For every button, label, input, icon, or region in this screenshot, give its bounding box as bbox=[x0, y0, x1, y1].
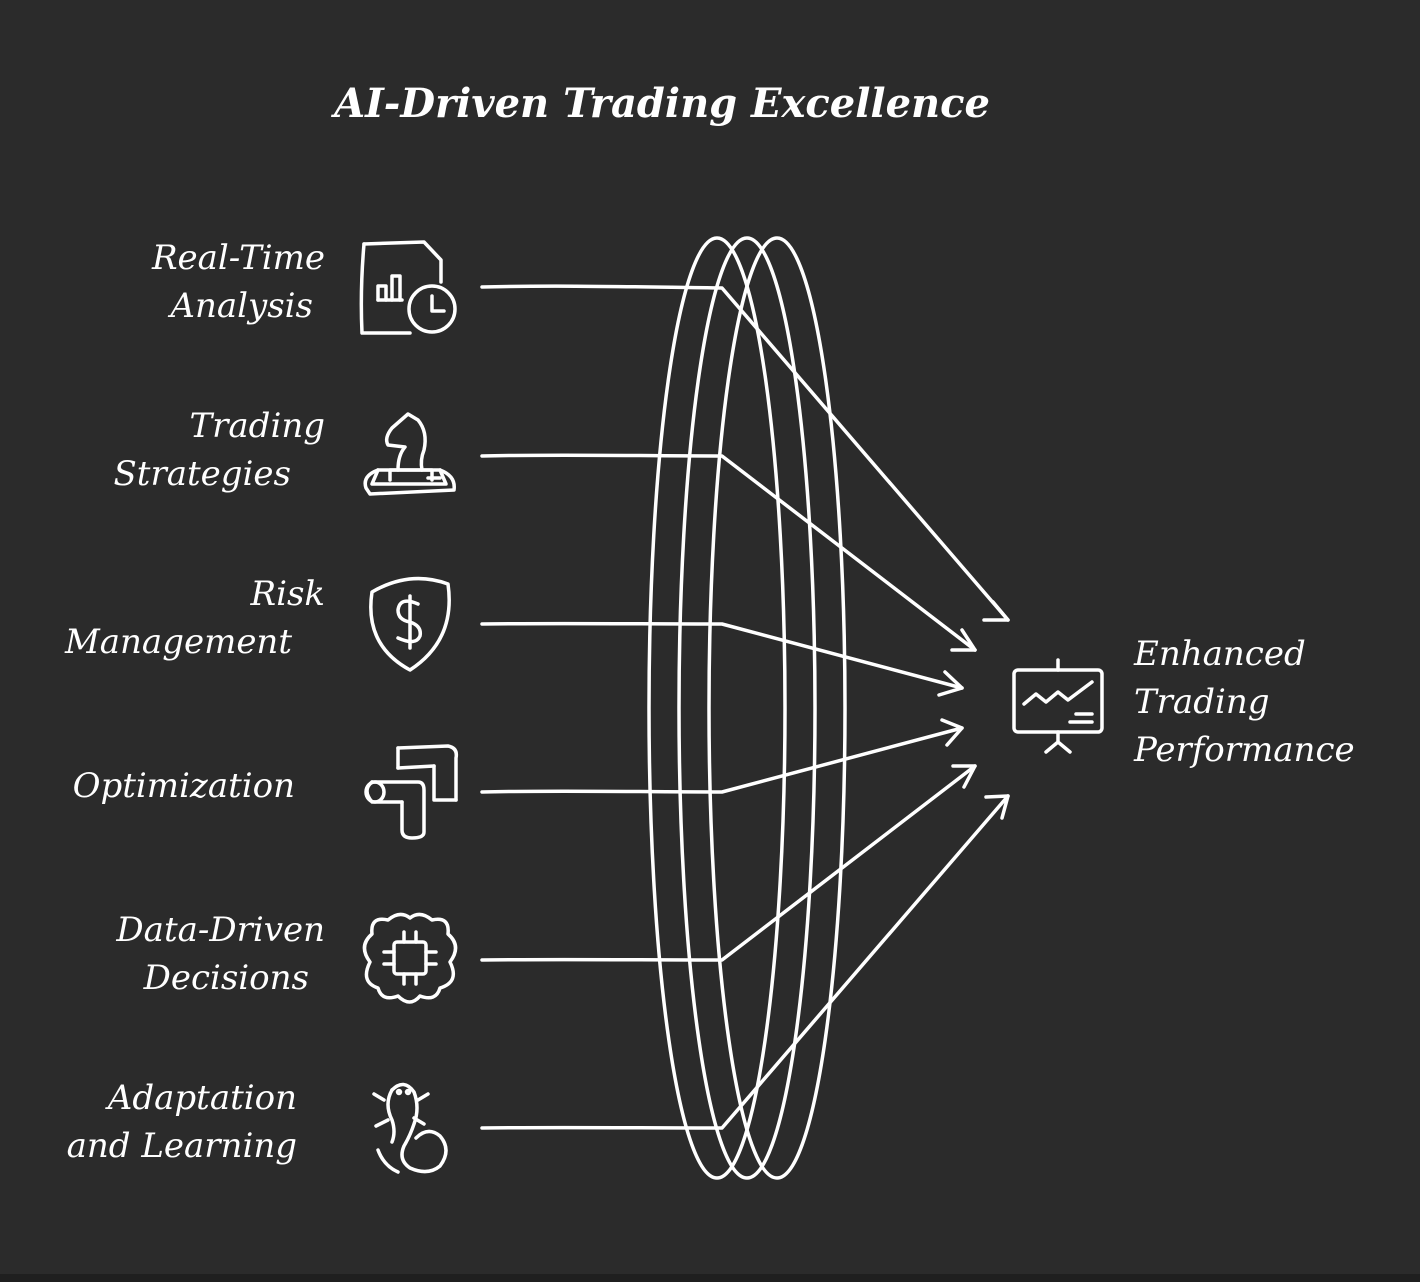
connector-optimization bbox=[480, 726, 964, 794]
label-enhanced-trading-performance: Enhanced Trading Performance bbox=[1134, 634, 1355, 770]
chess-knight-icon bbox=[363, 412, 456, 496]
connector-trading-strategies bbox=[480, 453, 977, 652]
presentation-chart-icon bbox=[1012, 658, 1104, 754]
label-data-driven-decisions: Data-Driven Decisions bbox=[116, 910, 325, 998]
label-adaptation-and-learning: Adaptation and Learning bbox=[66, 1078, 297, 1166]
label-optimization: Optimization bbox=[72, 766, 295, 806]
lens-shape bbox=[647, 236, 847, 1180]
diagram-title: AI-Driven Trading Excellence bbox=[334, 80, 990, 127]
label-trading-strategies: Trading Strategies bbox=[113, 406, 325, 494]
connector-real-time-analysis bbox=[480, 284, 1010, 622]
pipe-icon bbox=[364, 744, 459, 840]
brain-chip-icon bbox=[362, 912, 458, 1004]
connectors bbox=[480, 284, 1010, 1130]
salamander-icon bbox=[372, 1082, 448, 1174]
connector-data-driven-decisions bbox=[480, 764, 977, 962]
connector-risk-management bbox=[480, 621, 964, 690]
label-real-time-analysis: Real-Time Analysis bbox=[151, 238, 325, 326]
label-risk-management: Risk Management bbox=[64, 574, 325, 662]
shield-dollar-icon bbox=[369, 576, 451, 672]
chart-clock-icon bbox=[359, 240, 457, 335]
connector-adaptation-learning bbox=[480, 794, 1010, 1130]
bottom-edge-bar bbox=[0, 1274, 1420, 1282]
